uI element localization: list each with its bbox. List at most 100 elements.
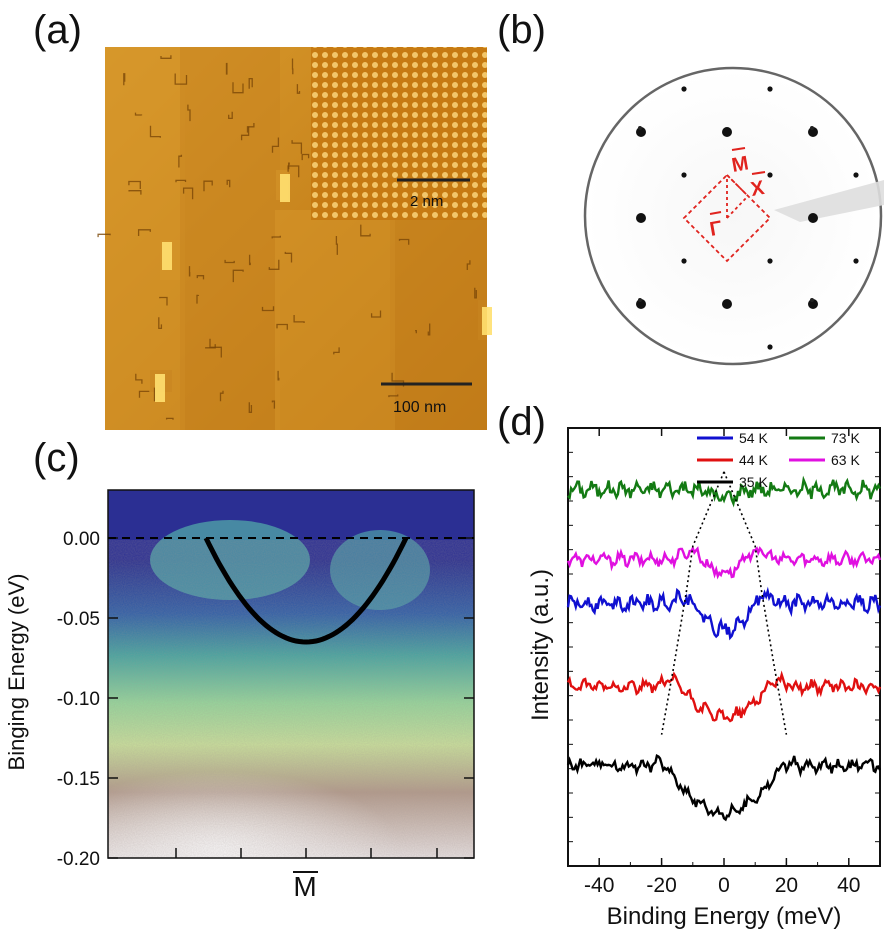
- brillouin-zone: [682, 173, 772, 263]
- stm-domain-wall: [291, 140, 303, 154]
- edc-ylabel: Intensity (a.u.): [527, 569, 554, 721]
- stm-terrace: [150, 370, 172, 392]
- stm-domain-wall: [240, 126, 250, 141]
- stm-domain-wall: [134, 112, 143, 116]
- leed-spot: [810, 126, 814, 130]
- stm-domain-wall: [427, 323, 431, 336]
- leed-spot: [808, 299, 818, 309]
- stm-domain-wall: [296, 84, 301, 94]
- arpes-ytick-label: 0.00: [63, 529, 100, 550]
- edc-series-35k: [566, 754, 882, 822]
- stm-domain-wall: [288, 162, 290, 170]
- leed-spot: [810, 298, 814, 302]
- leed-spot: [767, 258, 773, 264]
- stm-domain-wall: [287, 165, 300, 178]
- stm-domain-wall: [277, 370, 280, 381]
- stm-domain-wall: [175, 179, 187, 183]
- point-x-label: X: [749, 177, 767, 201]
- leed-spot: [681, 258, 687, 264]
- arpes-ytick-label: -0.15: [57, 769, 100, 790]
- stm-domain-wall: [271, 235, 281, 239]
- stm-domain-wall: [466, 260, 471, 270]
- leed-screen: [583, 66, 883, 366]
- edc-xtick-label: 0: [718, 874, 730, 897]
- stm-domain-wall: [268, 259, 280, 270]
- arpes-ytick-label: -0.05: [57, 609, 100, 630]
- stm-terrace: [390, 220, 487, 430]
- stm-domain-wall: [232, 269, 244, 283]
- stm-domain-wall: [232, 82, 244, 94]
- panel-label-b: (b): [497, 8, 546, 52]
- main-scale-label: 100 nm: [393, 399, 446, 416]
- stm-domain-wall: [226, 179, 231, 188]
- leed-spot: [681, 172, 687, 178]
- edc-xtick-label: 40: [837, 874, 860, 897]
- leed-spot: [853, 172, 859, 178]
- peak-guide-line-left: [660, 471, 725, 735]
- stm-terrace: [180, 47, 280, 430]
- edc-xtick-label: -20: [646, 874, 676, 897]
- stm-terrace: [275, 210, 395, 430]
- arpes-ytick-label: -0.20: [57, 849, 100, 870]
- edc-series-73k: [567, 475, 882, 508]
- stm-domain-wall: [248, 402, 253, 413]
- stm-domain-wall: [205, 344, 216, 349]
- stm-domain-wall: [128, 190, 142, 195]
- stm-domain-wall: [248, 77, 253, 89]
- edc-xtick-label: -40: [584, 874, 614, 897]
- legend-label: 44 K: [739, 452, 768, 468]
- stm-domain-wall: [335, 236, 338, 255]
- panel-label-a: (a): [33, 8, 82, 52]
- stm-domain-wall: [149, 125, 161, 138]
- stm-domain-wall: [196, 294, 200, 304]
- stm-domain-wall: [158, 317, 163, 330]
- stm-domain-wall: [209, 338, 222, 358]
- stm-domain-wall: [333, 347, 340, 355]
- stm-domain-wall: [271, 400, 276, 409]
- stm-domain-wall: [415, 329, 417, 334]
- stm-domain-wall: [224, 259, 235, 264]
- panel-label-c: (c): [33, 436, 80, 480]
- peak-guide-line: [723, 471, 788, 735]
- stm-domain-wall: [398, 238, 410, 245]
- stm-terrace: [478, 300, 487, 340]
- stm-domain-wall: [261, 306, 275, 312]
- edc-xtick-label: 20: [775, 874, 798, 897]
- stm-domain-wall: [391, 372, 405, 387]
- leed-spot: [636, 127, 646, 137]
- leed-spot: [808, 127, 818, 137]
- stm-domain-wall: [135, 373, 143, 384]
- stm-domain-wall: [160, 55, 172, 59]
- stm-domain-wall: [203, 180, 213, 192]
- stm-domain-wall: [182, 187, 194, 200]
- leed-spot: [767, 172, 773, 178]
- stm-domain-wall: [137, 229, 151, 236]
- inset-scale-label: 2 nm: [410, 193, 443, 210]
- stm-inset: [311, 47, 487, 220]
- stm-domain-wall: [219, 390, 224, 402]
- stm-bright-island: [162, 242, 172, 270]
- stm-bright-island: [482, 307, 492, 335]
- stm-domain-wall: [388, 394, 399, 398]
- edc-series-54k: [566, 586, 882, 641]
- arpes-ytick-label: -0.10: [57, 689, 100, 710]
- leed-spot: [853, 258, 859, 264]
- legend-label: 54 K: [739, 430, 768, 446]
- stm-terrace: [160, 240, 180, 280]
- stm-domain-wall: [97, 233, 111, 238]
- stm-domain-wall: [187, 104, 191, 122]
- stm-domain-wall: [178, 154, 183, 168]
- stm-domain-wall: [174, 73, 188, 85]
- stm-bright-island: [280, 174, 290, 202]
- stm-terrace: [276, 170, 288, 200]
- point-gamma-label: Γ: [708, 217, 724, 241]
- leed-spot: [681, 86, 687, 92]
- stm-domain-wall: [276, 323, 288, 330]
- stm-domain-wall: [159, 296, 168, 306]
- leed-spot: [722, 127, 732, 137]
- point-m-label: M: [730, 152, 750, 177]
